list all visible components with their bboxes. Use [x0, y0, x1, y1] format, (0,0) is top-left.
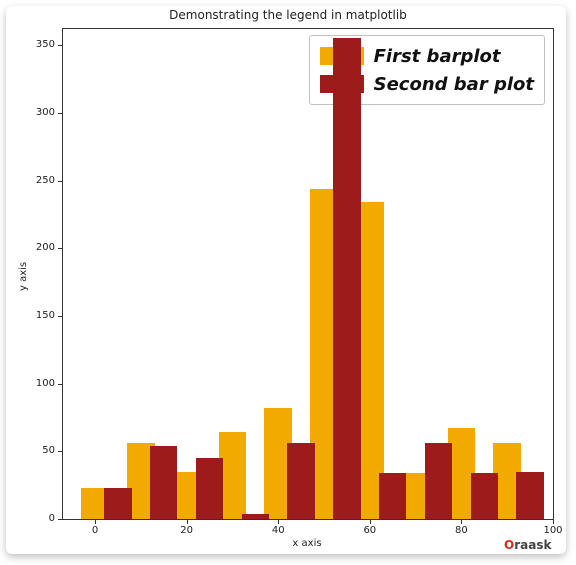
xtick-label: 100 — [541, 525, 565, 536]
chart-title: Demonstrating the legend in matplotlib — [0, 8, 576, 22]
ytick-mark — [58, 181, 63, 182]
ytick-mark — [58, 451, 63, 452]
xtick-mark — [553, 519, 554, 524]
brand-rest: raask — [514, 538, 551, 552]
bar-series-2 — [150, 446, 177, 519]
xtick-mark — [461, 519, 462, 524]
y-axis-label: y axis — [18, 262, 29, 291]
bar-series-2 — [379, 473, 406, 519]
chart-frame: Demonstrating the legend in matplotlib F… — [0, 0, 576, 565]
xtick-label: 0 — [83, 525, 107, 536]
ytick-label: 350 — [25, 39, 55, 50]
x-axis-label: x axis — [62, 538, 552, 549]
bar-series-2 — [287, 443, 314, 519]
xtick-label: 40 — [266, 525, 290, 536]
ytick-label: 50 — [25, 445, 55, 456]
bar-series-2 — [242, 514, 269, 519]
ytick-mark — [58, 45, 63, 46]
xtick-label: 60 — [358, 525, 382, 536]
ytick-label: 200 — [25, 242, 55, 253]
xtick-mark — [370, 519, 371, 524]
ytick-label: 300 — [25, 107, 55, 118]
xtick-mark — [278, 519, 279, 524]
ytick-mark — [58, 248, 63, 249]
brand-highlight: O — [504, 538, 514, 552]
bar-series-2 — [104, 488, 131, 519]
bar-series-2 — [425, 443, 452, 519]
ytick-mark — [58, 316, 63, 317]
bar-series-2 — [333, 38, 360, 519]
ytick-label: 0 — [25, 513, 55, 524]
xtick-mark — [187, 519, 188, 524]
ytick-mark — [58, 519, 63, 520]
xtick-mark — [95, 519, 96, 524]
xtick-label: 80 — [449, 525, 473, 536]
ytick-label: 100 — [25, 378, 55, 389]
bar-series-2 — [471, 473, 498, 519]
bar-series-2 — [516, 472, 543, 519]
ytick-label: 150 — [25, 310, 55, 321]
legend-label: First barplot — [374, 46, 501, 67]
xtick-label: 20 — [175, 525, 199, 536]
legend-label: Second bar plot — [374, 74, 534, 95]
ytick-label: 250 — [25, 175, 55, 186]
ytick-mark — [58, 113, 63, 114]
ytick-mark — [58, 384, 63, 385]
plot-area: First barplotSecond bar plot 05010015020… — [62, 28, 554, 520]
bar-series-2 — [196, 458, 223, 519]
brand-watermark: Oraask — [504, 538, 551, 552]
